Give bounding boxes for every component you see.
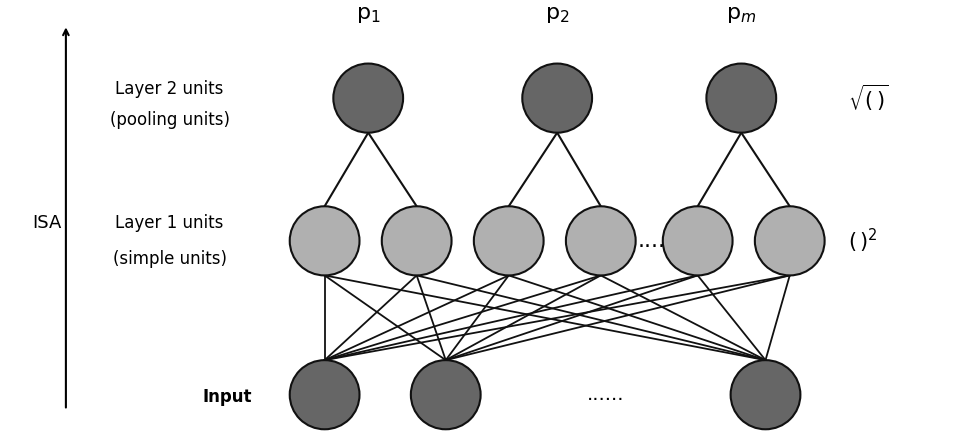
Ellipse shape bbox=[731, 360, 800, 429]
Text: $\sqrt{(\,)}$: $\sqrt{(\,)}$ bbox=[848, 83, 889, 113]
Text: Input: Input bbox=[203, 388, 253, 406]
Text: (simple units): (simple units) bbox=[112, 250, 227, 268]
Text: Layer 2 units: Layer 2 units bbox=[115, 80, 224, 98]
Text: Layer 1 units: Layer 1 units bbox=[115, 214, 224, 232]
Ellipse shape bbox=[333, 64, 403, 133]
Text: p$_m$: p$_m$ bbox=[726, 4, 757, 25]
Ellipse shape bbox=[706, 64, 776, 133]
Ellipse shape bbox=[290, 360, 359, 429]
Ellipse shape bbox=[474, 206, 544, 275]
Ellipse shape bbox=[663, 206, 733, 275]
Text: ISA: ISA bbox=[32, 214, 61, 232]
Text: (pooling units): (pooling units) bbox=[109, 112, 230, 129]
Text: p$_2$: p$_2$ bbox=[545, 4, 570, 25]
Ellipse shape bbox=[566, 206, 636, 275]
Ellipse shape bbox=[382, 206, 452, 275]
Text: $(\,)^2$: $(\,)^2$ bbox=[848, 227, 878, 255]
Text: ....: .... bbox=[638, 231, 665, 251]
Ellipse shape bbox=[755, 206, 825, 275]
Ellipse shape bbox=[411, 360, 481, 429]
Text: ......: ...... bbox=[587, 385, 624, 404]
Ellipse shape bbox=[290, 206, 359, 275]
Ellipse shape bbox=[522, 64, 592, 133]
Text: p$_1$: p$_1$ bbox=[356, 4, 381, 25]
